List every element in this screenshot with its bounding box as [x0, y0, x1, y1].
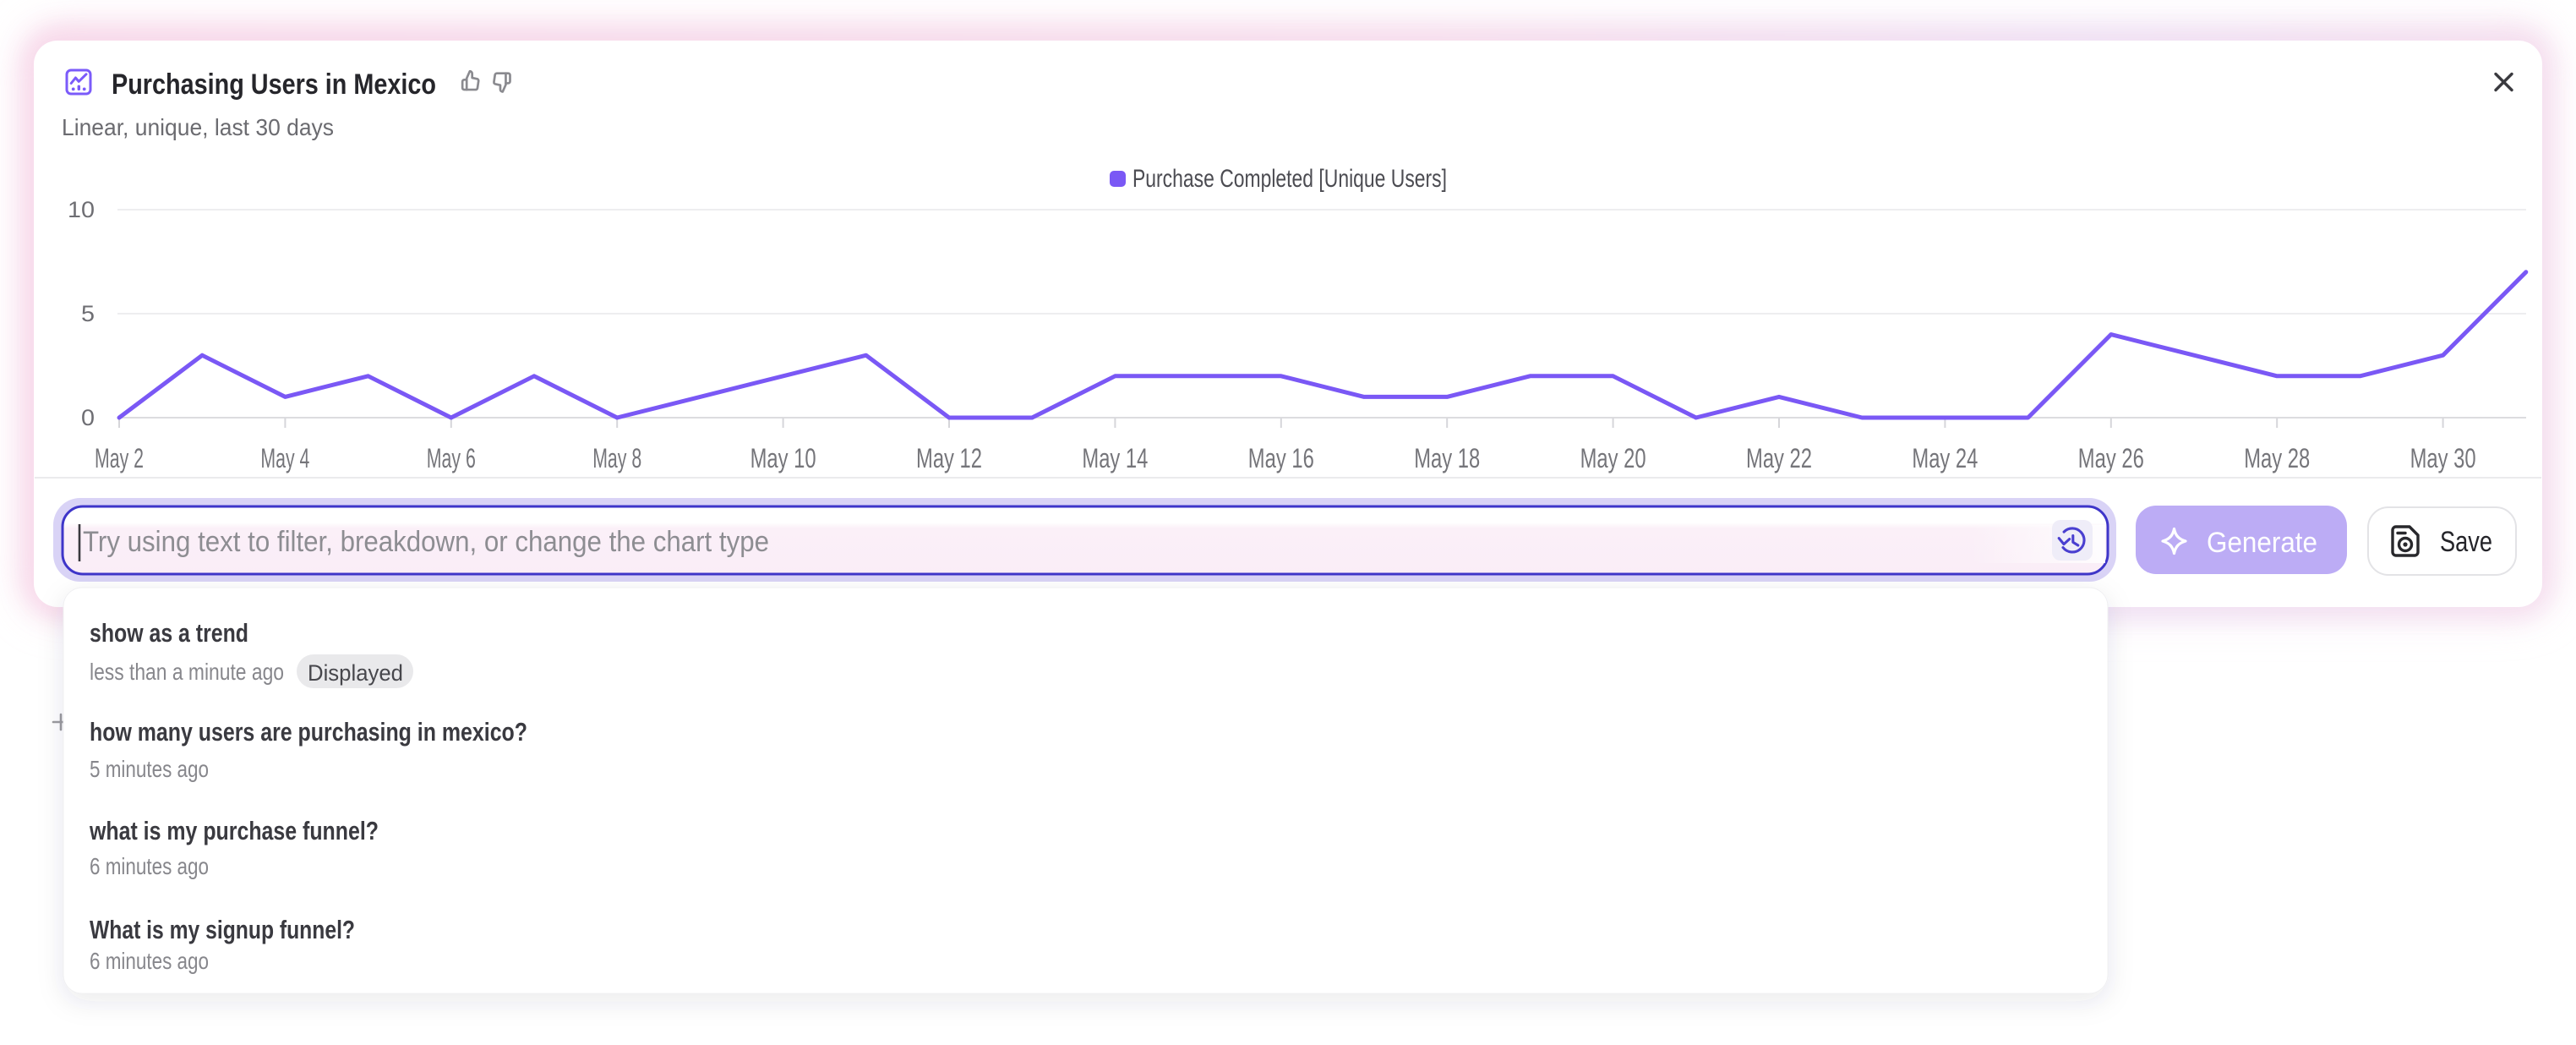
svg-text:May 26: May 26	[2078, 443, 2144, 473]
svg-text:0: 0	[81, 405, 95, 430]
svg-text:how many users are purchasing: how many users are purchasing in mexico?	[90, 717, 527, 747]
svg-text:May 14: May 14	[1082, 443, 1148, 473]
svg-text:May 18: May 18	[1414, 443, 1480, 473]
svg-text:6 minutes ago: 6 minutes ago	[90, 948, 209, 974]
svg-text:May 10: May 10	[750, 443, 816, 473]
svg-text:Purchasing Users in Mexico: Purchasing Users in Mexico	[112, 68, 436, 101]
svg-text:What is my signup funnel?: What is my signup funnel?	[90, 915, 355, 944]
svg-text:Try using text to filter, brea: Try using text to filter, breakdown, or …	[83, 526, 769, 558]
svg-text:10: 10	[68, 197, 95, 222]
svg-text:Displayed: Displayed	[308, 660, 403, 686]
svg-text:May 22: May 22	[1746, 443, 1812, 473]
svg-text:May 30: May 30	[2410, 443, 2476, 473]
svg-text:May 12: May 12	[916, 443, 982, 473]
svg-text:Generate: Generate	[2207, 527, 2317, 559]
svg-text:Save: Save	[2440, 526, 2492, 558]
svg-text:less than a minute ago: less than a minute ago	[90, 659, 284, 685]
svg-text:Linear, unique, last 30 days: Linear, unique, last 30 days	[62, 114, 334, 140]
svg-text:what is my purchase funnel?: what is my purchase funnel?	[89, 816, 379, 845]
svg-text:5: 5	[81, 301, 95, 326]
svg-text:show as a trend: show as a trend	[90, 618, 248, 648]
svg-text:May 20: May 20	[1580, 443, 1646, 473]
svg-text:May 28: May 28	[2244, 443, 2310, 473]
svg-text:5 minutes ago: 5 minutes ago	[90, 756, 209, 782]
svg-text:Purchase Completed [Unique Use: Purchase Completed [Unique Users]	[1132, 165, 1447, 193]
svg-text:May 2: May 2	[95, 443, 144, 473]
svg-text:May 16: May 16	[1248, 443, 1314, 473]
svg-text:May 6: May 6	[427, 443, 476, 473]
svg-text:6 minutes ago: 6 minutes ago	[90, 853, 209, 879]
svg-text:May 24: May 24	[1912, 443, 1978, 473]
svg-text:May 8: May 8	[592, 443, 641, 473]
svg-text:May 4: May 4	[260, 443, 309, 473]
